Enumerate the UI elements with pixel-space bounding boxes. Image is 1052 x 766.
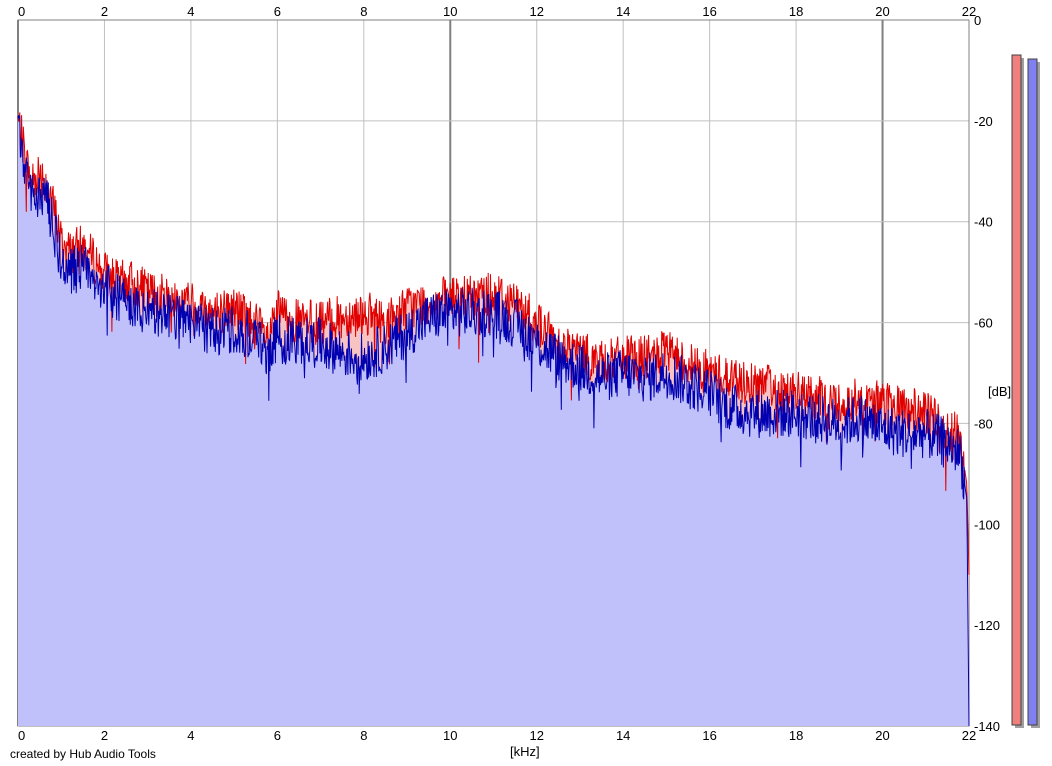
y-tick-label: -140 bbox=[974, 719, 1000, 734]
y-tick-label: -80 bbox=[974, 416, 993, 431]
x-tick-label-top: 20 bbox=[875, 4, 889, 19]
x-tick-label-top: 12 bbox=[529, 4, 543, 19]
x-tick-label-bottom: 8 bbox=[360, 728, 367, 743]
x-tick-label-top: 0 bbox=[18, 4, 25, 19]
x-tick-label-bottom: 0 bbox=[18, 728, 25, 743]
x-tick-label-top: 22 bbox=[962, 4, 976, 19]
x-tick-label-top: 16 bbox=[702, 4, 716, 19]
x-tick-labels-top: 0 2 4 6 8 10 12 14 16 18 20 22 bbox=[18, 4, 976, 19]
x-tick-label-bottom: 4 bbox=[187, 728, 194, 743]
series-1-line bbox=[17, 112, 970, 575]
x-tick-label-bottom: 12 bbox=[529, 728, 543, 743]
series-2-line bbox=[17, 115, 970, 727]
x-tick-label-bottom: 14 bbox=[616, 728, 630, 743]
level-meter-channel-1 bbox=[1011, 54, 1024, 728]
x-tick-label-bottom: 18 bbox=[789, 728, 803, 743]
x-tick-label-top: 14 bbox=[616, 4, 630, 19]
y-tick-labels: 0 -20 -40 -60 -80 -100 -120 -140 bbox=[974, 13, 1000, 734]
x-tick-labels-bottom: 0 2 4 6 8 10 12 14 16 18 20 22 bbox=[18, 728, 976, 743]
x-tick-label-top: 4 bbox=[187, 4, 194, 19]
x-tick-label-top: 2 bbox=[101, 4, 108, 19]
x-tick-label-top: 6 bbox=[274, 4, 281, 19]
level-meter-2-bar bbox=[1027, 58, 1038, 726]
x-tick-label-bottom: 10 bbox=[443, 728, 457, 743]
credit-text: created by Hub Audio Tools bbox=[10, 747, 156, 761]
y-tick-label: -40 bbox=[974, 215, 993, 230]
x-tick-label-top: 8 bbox=[360, 4, 367, 19]
series-2-fill-area bbox=[18, 115, 969, 727]
x-tick-label-top: 10 bbox=[443, 4, 457, 19]
level-meter-channel-2 bbox=[1027, 58, 1040, 728]
y-tick-label: -20 bbox=[974, 114, 993, 129]
x-axis-label: [kHz] bbox=[510, 744, 540, 759]
level-meter-1-bar bbox=[1011, 54, 1022, 726]
y-tick-label: 0 bbox=[974, 13, 981, 28]
y-axis-label: [dB] bbox=[988, 384, 1011, 399]
x-tick-label-bottom: 2 bbox=[101, 728, 108, 743]
x-tick-label-bottom: 22 bbox=[962, 728, 976, 743]
x-tick-label-top: 18 bbox=[789, 4, 803, 19]
y-tick-label: -100 bbox=[974, 517, 1000, 532]
y-tick-label: -120 bbox=[974, 618, 1000, 633]
x-tick-label-bottom: 6 bbox=[274, 728, 281, 743]
y-tick-label: -60 bbox=[974, 316, 993, 331]
x-tick-label-bottom: 16 bbox=[702, 728, 716, 743]
x-tick-label-bottom: 20 bbox=[875, 728, 889, 743]
